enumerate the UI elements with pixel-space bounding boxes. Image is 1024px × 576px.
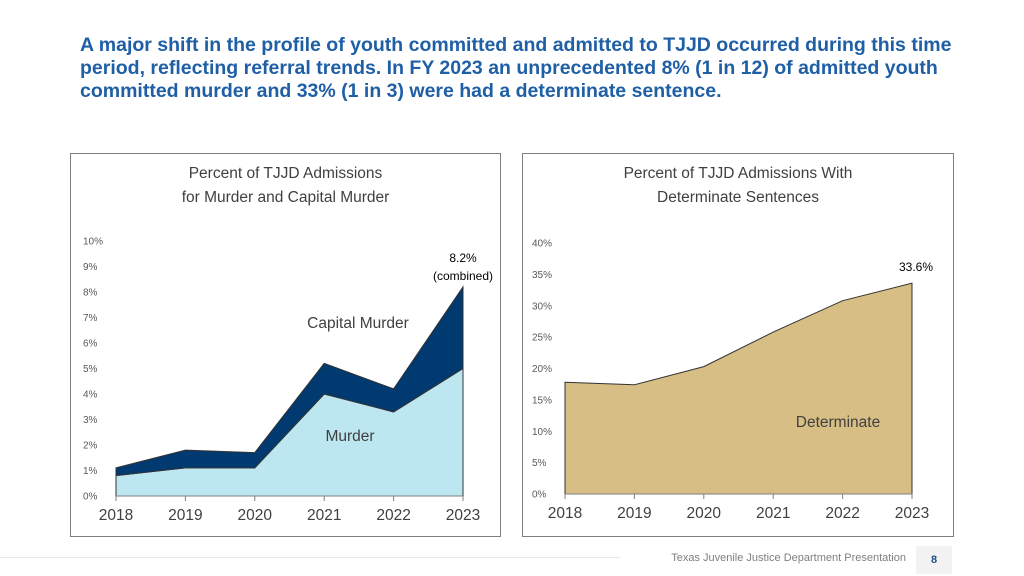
murder-chart-title-line-2: for Murder and Capital Murder bbox=[181, 189, 390, 206]
murder-chart-x-tick-label: 2020 bbox=[238, 507, 273, 524]
murder-chart-y-tick-label: 8% bbox=[83, 288, 98, 299]
murder-chart-y-tick-label: 2% bbox=[83, 441, 98, 452]
murder-chart-y-tick-label: 9% bbox=[83, 262, 98, 273]
murder-chart-value-label-note: (combined) bbox=[433, 269, 493, 283]
determinate-chart-x-tick-label: 2021 bbox=[756, 505, 790, 522]
determinate-chart-y-tick-label: 10% bbox=[532, 427, 552, 438]
murder-chart-x-tick-label: 2018 bbox=[99, 507, 133, 524]
determinate-chart-y-tick-label: 25% bbox=[532, 333, 552, 344]
determinate-chart-title-line-2: Determinate Sentences bbox=[657, 189, 819, 206]
determinate-chart-y-tick-label: 0% bbox=[532, 490, 547, 501]
determinate-chart-y-tick-label: 5% bbox=[532, 458, 547, 469]
murder-chart-series-label: Capital Murder bbox=[307, 315, 409, 332]
murder-chart-title: Percent of TJJD Admissions for Murder an… bbox=[71, 162, 500, 210]
determinate-chart-svg: 0% 5% 10% 15% 20% 25% 30% 35% 40% 2018 2019 2020 202… bbox=[532, 239, 933, 523]
murder-chart-x-tick-label: 2019 bbox=[168, 507, 202, 524]
murder-chart-y-tick-label: 10% bbox=[83, 237, 103, 248]
determinate-chart-y-tick-label: 40% bbox=[532, 239, 552, 250]
determinate-chart-value-label: 33.6% bbox=[899, 260, 933, 274]
determinate-chart-title: Percent of TJJD Admissions With Determin… bbox=[523, 162, 953, 210]
murder-chart-y-tick-label: 3% bbox=[83, 415, 98, 426]
murder-chart-title-line-1: Percent of TJJD Admissions bbox=[188, 165, 383, 182]
determinate-chart-y-tick-label: 20% bbox=[532, 364, 552, 375]
murder-chart-y-tick-label: 0% bbox=[83, 492, 98, 503]
murder-chart-y-tick-label: 7% bbox=[83, 313, 98, 324]
murder-chart-value-label: 8.2% bbox=[449, 251, 477, 265]
determinate-chart-series-label: Determinate bbox=[796, 414, 880, 431]
murder-chart-y-tick-label: 1% bbox=[83, 466, 98, 477]
determinate-chart-title-line-1: Percent of TJJD Admissions With bbox=[623, 165, 853, 182]
determinate-chart-x-tick-label: 2022 bbox=[825, 505, 859, 522]
footer-org-text: Texas Juvenile Justice Department Presen… bbox=[671, 552, 906, 564]
determinate-chart-y-tick-label: 35% bbox=[532, 270, 552, 281]
headline: A major shift in the profile of youth co… bbox=[80, 34, 952, 102]
page-number: 8 bbox=[916, 546, 952, 574]
footer-divider bbox=[0, 557, 620, 558]
determinate-chart-area-determinate bbox=[564, 282, 913, 495]
determinate-chart-y-tick-label: 30% bbox=[532, 301, 552, 312]
determinate-chart-y-tick-label: 15% bbox=[532, 395, 552, 406]
determinate-chart-x-tick-label: 2018 bbox=[548, 505, 582, 522]
murder-chart-panel: Percent of TJJD Admissions for Murder an… bbox=[70, 153, 501, 537]
murder-chart-x-tick-label: 2022 bbox=[376, 507, 410, 524]
murder-chart-y-tick-label: 6% bbox=[83, 339, 98, 350]
murder-chart-series-label: Murder bbox=[325, 428, 374, 445]
determinate-chart-x-tick-label: 2020 bbox=[687, 505, 722, 522]
murder-chart-svg: 0% 1% 2% 3% 4% 5% 6% 7% 8% 9% 10% 2018 2019 2020 2021 2… bbox=[83, 237, 493, 525]
murder-chart-y-tick-label: 5% bbox=[83, 364, 98, 375]
determinate-chart-x-tick-label: 2019 bbox=[617, 505, 651, 522]
determinate-chart-panel: Percent of TJJD Admissions With Determin… bbox=[522, 153, 954, 537]
murder-chart-y-tick-label: 4% bbox=[83, 390, 98, 401]
murder-chart-area-capital-murder bbox=[115, 285, 464, 477]
murder-chart-x-tick-label: 2021 bbox=[307, 507, 341, 524]
determinate-chart-x-tick-label: 2023 bbox=[895, 505, 929, 522]
murder-chart-x-tick-label: 2023 bbox=[446, 507, 480, 524]
